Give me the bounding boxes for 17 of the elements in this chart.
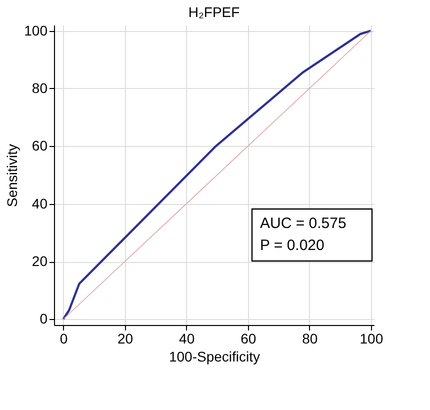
y-tick-label: 0 [40, 310, 48, 327]
y-tick-label: 80 [32, 80, 48, 96]
y-tick-label: 20 [32, 253, 48, 270]
y-tick-label: 100 [24, 22, 48, 38]
x-tick-label: 40 [179, 330, 195, 346]
x-axis-title: 100-Specificity [168, 348, 260, 364]
x-tick-label: 80 [302, 330, 318, 346]
x-tick-label: 60 [240, 330, 256, 346]
y-tick-label: 40 [32, 195, 48, 212]
y-tick-label: 60 [32, 138, 48, 154]
x-tick-label: 0 [60, 330, 68, 346]
annotation: AUC = 0.575 [260, 215, 346, 232]
x-tick-label: 100 [360, 330, 384, 346]
y-axis-title: Sensitivity [4, 144, 20, 208]
x-tick-label: 20 [117, 330, 134, 346]
annotation: P = 0.020 [260, 237, 324, 254]
chart-title: H₂FPEF [188, 4, 240, 20]
